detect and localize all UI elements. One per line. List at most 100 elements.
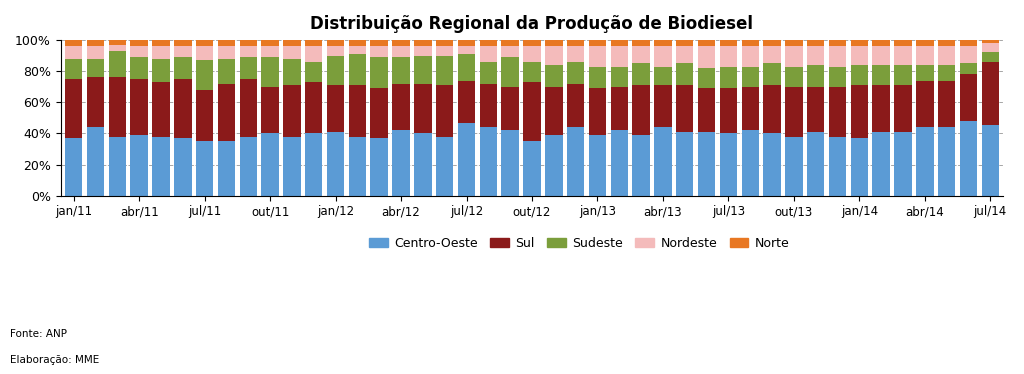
Bar: [479, 84, 497, 127]
Bar: [938, 65, 955, 80]
Bar: [196, 60, 213, 90]
Bar: [720, 46, 737, 67]
Bar: [654, 127, 672, 196]
Bar: [109, 51, 126, 77]
Bar: [414, 56, 431, 84]
Bar: [567, 127, 585, 196]
Bar: [894, 65, 911, 85]
Bar: [698, 46, 716, 68]
Bar: [392, 57, 410, 84]
Bar: [502, 46, 519, 57]
Bar: [523, 62, 541, 82]
Bar: [633, 85, 650, 135]
Bar: [545, 87, 562, 135]
Bar: [196, 90, 213, 141]
Bar: [87, 127, 104, 196]
Bar: [327, 56, 344, 85]
Bar: [959, 74, 977, 121]
Bar: [654, 85, 672, 127]
Bar: [349, 85, 367, 137]
Bar: [349, 46, 367, 54]
Bar: [218, 40, 236, 46]
Bar: [305, 62, 323, 82]
Bar: [87, 77, 104, 127]
Bar: [130, 40, 147, 46]
Bar: [916, 65, 934, 80]
Bar: [284, 137, 301, 196]
Bar: [872, 85, 890, 132]
Bar: [65, 40, 82, 46]
Bar: [894, 85, 911, 132]
Bar: [633, 135, 650, 196]
Bar: [392, 46, 410, 57]
Bar: [153, 82, 170, 137]
Bar: [523, 40, 541, 46]
Bar: [196, 46, 213, 60]
Bar: [785, 40, 803, 46]
Bar: [654, 40, 672, 46]
Bar: [349, 40, 367, 46]
Bar: [763, 46, 780, 64]
Bar: [218, 46, 236, 59]
Bar: [436, 46, 454, 56]
Bar: [305, 134, 323, 196]
Bar: [371, 46, 388, 57]
Bar: [741, 87, 759, 131]
Bar: [218, 59, 236, 84]
Bar: [414, 46, 431, 56]
Bar: [305, 46, 323, 62]
Bar: [589, 67, 606, 88]
Bar: [153, 59, 170, 82]
Bar: [65, 46, 82, 59]
Bar: [458, 46, 475, 54]
Bar: [872, 65, 890, 85]
Bar: [916, 46, 934, 65]
Bar: [982, 40, 999, 43]
Bar: [218, 84, 236, 141]
Bar: [851, 65, 868, 85]
Bar: [785, 46, 803, 67]
Bar: [261, 57, 279, 87]
Bar: [828, 137, 846, 196]
Bar: [240, 79, 257, 137]
Title: Distribuição Regional da Produção de Biodiesel: Distribuição Regional da Produção de Bio…: [310, 15, 754, 33]
Legend: Centro-Oeste, Sul, Sudeste, Nordeste, Norte: Centro-Oeste, Sul, Sudeste, Nordeste, No…: [364, 232, 795, 255]
Bar: [610, 40, 628, 46]
Bar: [589, 46, 606, 67]
Bar: [938, 127, 955, 196]
Bar: [610, 131, 628, 196]
Bar: [698, 88, 716, 132]
Bar: [240, 137, 257, 196]
Bar: [327, 46, 344, 56]
Bar: [414, 134, 431, 196]
Bar: [130, 135, 147, 196]
Bar: [371, 88, 388, 138]
Bar: [872, 46, 890, 65]
Bar: [109, 40, 126, 45]
Bar: [87, 46, 104, 59]
Bar: [305, 82, 323, 134]
Bar: [502, 131, 519, 196]
Bar: [676, 46, 693, 64]
Bar: [676, 64, 693, 85]
Bar: [392, 40, 410, 46]
Bar: [894, 132, 911, 196]
Bar: [196, 40, 213, 46]
Bar: [763, 64, 780, 85]
Bar: [982, 52, 999, 62]
Bar: [109, 77, 126, 137]
Bar: [807, 87, 824, 132]
Bar: [676, 40, 693, 46]
Bar: [851, 40, 868, 46]
Bar: [828, 67, 846, 87]
Bar: [284, 40, 301, 46]
Bar: [851, 138, 868, 196]
Bar: [807, 40, 824, 46]
Bar: [523, 141, 541, 196]
Bar: [502, 87, 519, 131]
Bar: [763, 40, 780, 46]
Bar: [436, 85, 454, 137]
Bar: [916, 80, 934, 127]
Bar: [174, 79, 191, 138]
Bar: [959, 64, 977, 74]
